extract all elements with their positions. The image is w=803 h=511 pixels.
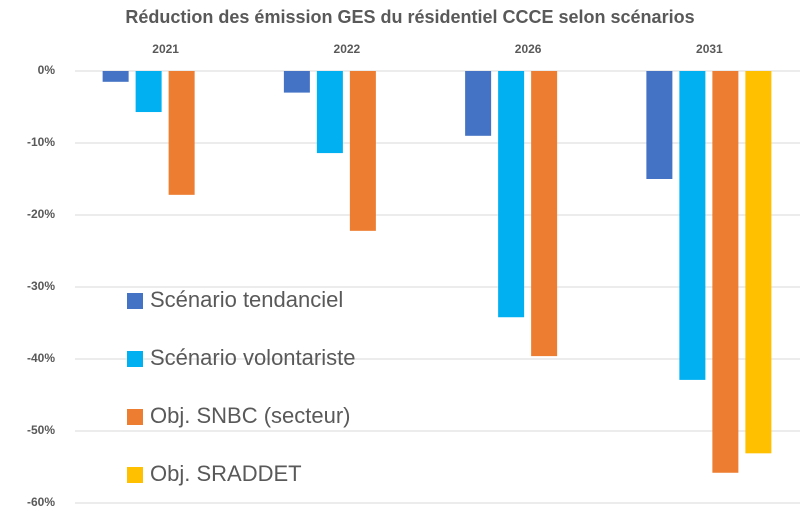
legend-swatch	[127, 293, 143, 309]
bar	[316, 71, 343, 154]
y-tick-label: -40%	[27, 351, 55, 365]
chart-title: Réduction des émission GES du résidentie…	[125, 7, 694, 27]
legend-swatch	[127, 467, 143, 483]
bar	[498, 71, 525, 318]
y-tick-label: -10%	[27, 135, 55, 149]
legend-label: Obj. SRADDET	[150, 461, 302, 486]
bar	[646, 71, 673, 179]
y-tick-label: -20%	[27, 207, 55, 221]
bar	[531, 71, 558, 357]
x-tick-label: 2026	[515, 42, 542, 56]
bar	[679, 71, 706, 380]
bar	[465, 71, 492, 136]
legend-label: Obj. SNBC (secteur)	[150, 403, 351, 428]
y-tick-label: -30%	[27, 279, 55, 293]
bar	[135, 71, 162, 113]
x-tick-label: 2022	[334, 42, 361, 56]
bar	[712, 71, 739, 473]
bar	[349, 71, 376, 231]
legend-label: Scénario tendanciel	[150, 287, 343, 312]
x-tick-label: 2031	[696, 42, 723, 56]
bar	[168, 71, 195, 195]
bar	[102, 71, 129, 82]
x-tick-label: 2021	[152, 42, 179, 56]
legend-label: Scénario volontariste	[150, 345, 355, 370]
y-tick-label: -60%	[27, 495, 55, 509]
legend-swatch	[127, 351, 143, 367]
y-tick-label: 0%	[38, 63, 56, 77]
y-tick-label: -50%	[27, 423, 55, 437]
bar	[283, 71, 310, 93]
legend-swatch	[127, 409, 143, 425]
bar	[745, 71, 772, 454]
